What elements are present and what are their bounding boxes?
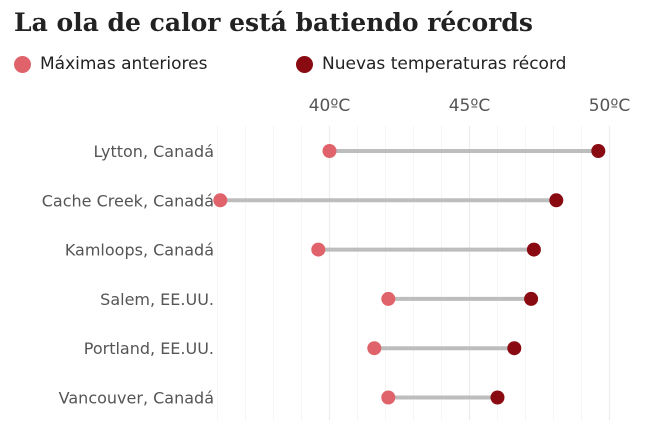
record-point <box>490 390 505 405</box>
previous-max-point <box>322 144 337 158</box>
category-label: Salem, EE.UU. <box>100 290 214 309</box>
category-label: Lytton, Canadá <box>94 142 214 161</box>
x-tick-label: 40ºC <box>309 96 351 116</box>
record-point <box>526 242 541 257</box>
record-point <box>507 341 522 356</box>
category-label: Kamloops, Canadá <box>65 241 214 260</box>
legend-item-previous: Máximas anteriores <box>14 54 207 74</box>
legend-label-new: Nuevas temperaturas récord <box>322 54 567 74</box>
chart-title: La ola de calor está batiendo récords <box>14 8 533 37</box>
previous-max-point <box>381 291 396 306</box>
previous-max-point <box>367 341 382 356</box>
legend: Máximas anteriores Nuevas temperaturas r… <box>0 54 657 80</box>
category-label: Vancouver, Canadá <box>59 389 214 408</box>
category-label: Portland, EE.UU. <box>84 339 214 358</box>
previous-max-point <box>311 242 326 257</box>
record-point <box>524 291 539 306</box>
legend-swatch-previous <box>14 55 31 73</box>
record-point <box>591 144 606 158</box>
previous-max-point <box>213 193 228 208</box>
category-label: Cache Creek, Canadá <box>42 191 214 210</box>
x-tick-label: 50ºC <box>589 96 631 116</box>
legend-swatch-new <box>296 55 313 73</box>
legend-item-new: Nuevas temperaturas récord <box>296 54 566 74</box>
previous-max-point <box>381 390 396 405</box>
record-point <box>549 193 564 208</box>
legend-label-previous: Máximas anteriores <box>40 54 208 74</box>
x-tick-label: 45ºC <box>449 96 491 116</box>
